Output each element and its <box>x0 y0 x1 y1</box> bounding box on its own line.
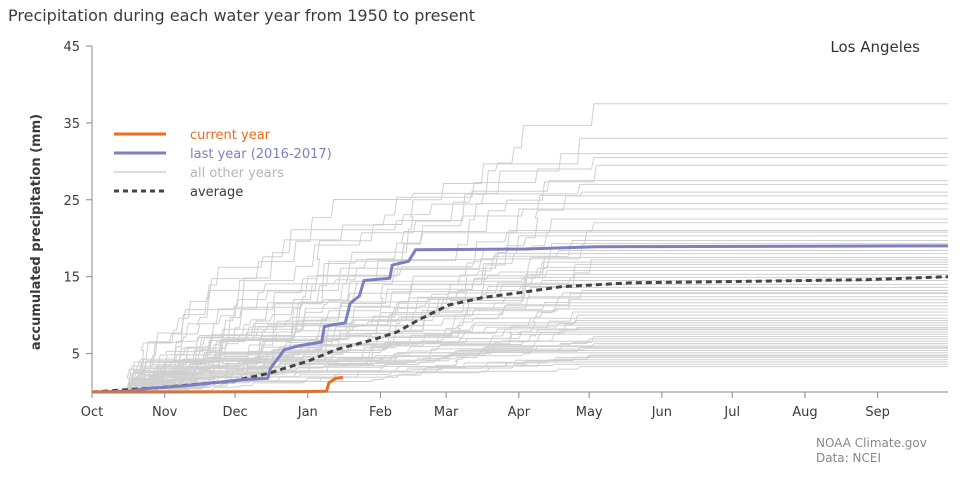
x-tick-label: Apr <box>508 405 531 420</box>
last-year-line <box>91 244 949 394</box>
legend-label-current: current year <box>190 128 271 143</box>
chart-title: Precipitation during each water year fro… <box>8 6 476 25</box>
other-year-line <box>92 343 948 393</box>
x-tick-label: Mar <box>434 405 459 420</box>
other-year-line <box>92 240 948 393</box>
other-year-line <box>92 250 948 393</box>
x-ticks: Oct Nov Dec Jan Feb Mar Apr May Jun Jul Aug Sep <box>81 392 890 420</box>
location-label: Los Angeles <box>830 38 920 56</box>
y-tick-label: 15 <box>63 271 80 286</box>
other-year-line <box>92 329 948 393</box>
other-year-line <box>92 263 948 393</box>
other-year-line <box>92 243 948 393</box>
x-tick-label: Jun <box>651 405 672 420</box>
x-tick-label: Dec <box>222 405 247 420</box>
other-year-line <box>92 235 948 393</box>
other-year-line <box>92 157 948 393</box>
legend-label-other: all other years <box>190 166 284 181</box>
x-tick-label: May <box>576 405 603 420</box>
x-tick-label: Jan <box>297 405 318 420</box>
legend-label-average: average <box>190 185 243 200</box>
other-year-line <box>92 350 948 393</box>
other-year-line <box>92 345 948 393</box>
other-year-line <box>92 137 948 393</box>
credit-source: NOAA Climate.gov <box>816 436 927 450</box>
x-tick-label: Aug <box>792 405 817 420</box>
y-tick-label: 45 <box>63 40 80 55</box>
x-tick-label: Feb <box>369 405 392 420</box>
other-year-line <box>92 363 948 393</box>
other-year-line <box>92 328 948 393</box>
x-tick-label: Sep <box>865 405 890 420</box>
other-year-line <box>92 366 948 393</box>
other-year-line <box>92 208 948 393</box>
x-tick-label: Oct <box>81 405 103 420</box>
average-line <box>91 275 949 394</box>
other-year-line <box>92 153 948 393</box>
other-year-line <box>92 324 948 393</box>
other-year-line <box>92 231 948 393</box>
y-axis-label: accumulated precipitation (mm) <box>29 114 44 350</box>
legend: current year last year (2016-2017) all o… <box>114 128 332 200</box>
other-year-line <box>92 292 948 393</box>
y-tick-label: 25 <box>63 194 80 209</box>
legend-label-last: last year (2016-2017) <box>190 147 332 162</box>
other-year-line <box>92 261 948 393</box>
y-tick-label: 35 <box>63 117 80 132</box>
x-tick-label: Jul <box>723 405 740 420</box>
other-year-line <box>92 320 948 393</box>
y-ticks: 5 15 25 35 45 <box>63 40 92 363</box>
x-tick-label: Nov <box>152 405 178 420</box>
y-tick-label: 5 <box>72 348 80 363</box>
credit-data: Data: NCEI <box>816 451 881 465</box>
